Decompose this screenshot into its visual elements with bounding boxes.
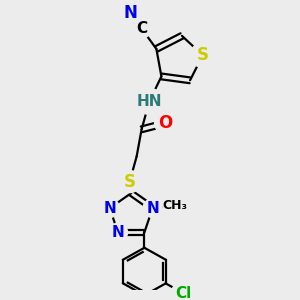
Text: N: N [112,225,124,240]
Text: N: N [124,4,137,22]
Circle shape [132,20,152,38]
Circle shape [154,113,175,133]
Text: CH₃: CH₃ [163,200,188,212]
Text: S: S [197,46,209,64]
Circle shape [100,199,119,218]
Circle shape [190,43,215,68]
Circle shape [120,4,141,23]
Text: S: S [124,172,136,190]
Text: C: C [136,21,147,36]
Text: N: N [146,201,159,216]
Circle shape [171,282,195,300]
Circle shape [136,88,163,114]
Text: O: O [158,114,172,132]
Circle shape [143,199,162,218]
Circle shape [108,223,128,242]
Text: HN: HN [136,94,162,109]
Circle shape [118,171,141,193]
Text: Cl: Cl [175,286,191,300]
Circle shape [163,194,187,218]
Text: N: N [103,201,116,216]
